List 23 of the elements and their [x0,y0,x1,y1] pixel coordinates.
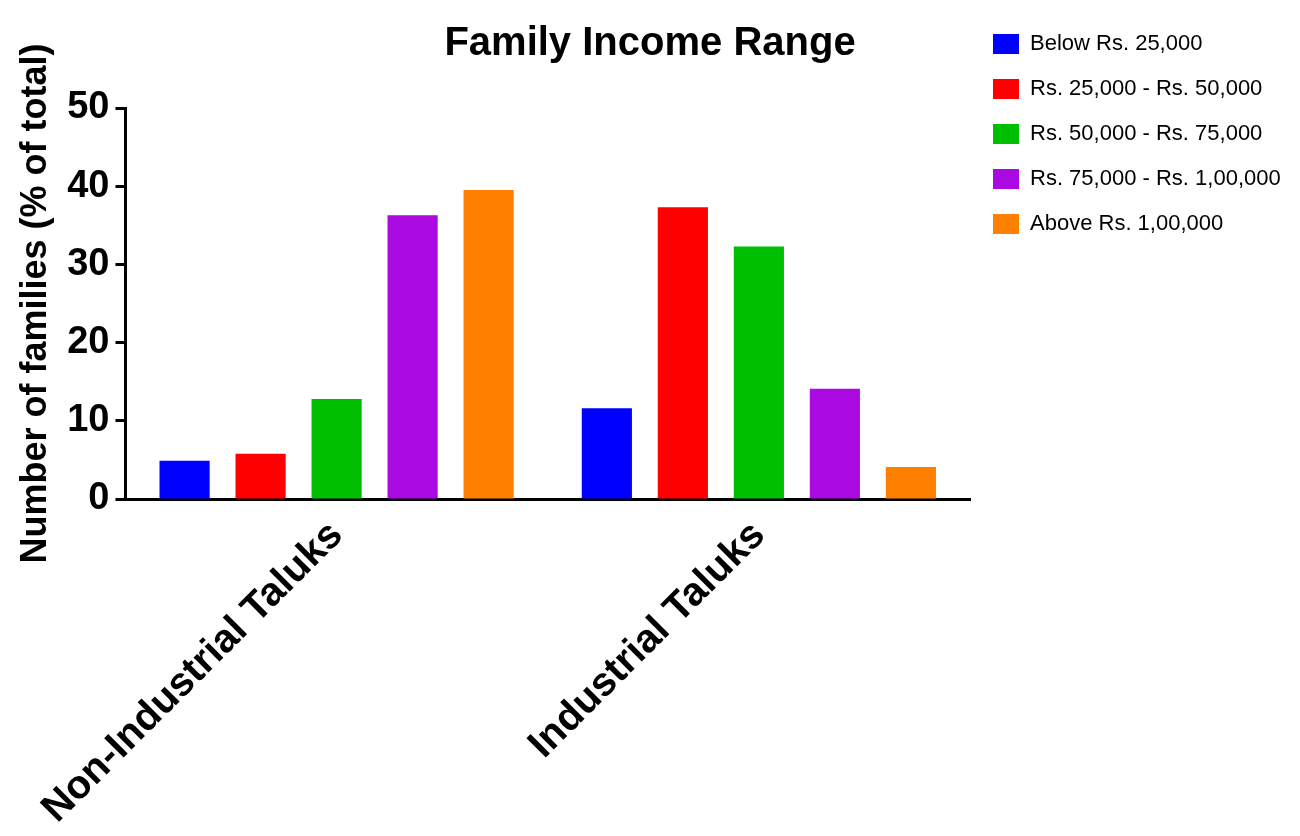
bar [387,215,438,499]
y-tick-label: 30 [67,240,110,283]
bar [311,398,362,499]
legend-label: Rs. 25,000 - Rs. 50,000 [1030,75,1263,101]
bar [657,207,708,499]
legend-label: Rs. 50,000 - Rs. 75,000 [1030,120,1263,146]
bar [733,246,784,499]
y-axis-title: Number of families (% of total) [12,43,54,564]
bar [235,453,286,499]
chart-title: Family Income Range [444,19,856,64]
bar [159,460,210,499]
bar [885,466,936,499]
bar [809,388,860,499]
bar [463,190,514,499]
y-tick-label: 40 [67,162,110,205]
legend-label: Rs. 75,000 - Rs. 1,00,000 [1030,165,1281,191]
y-tick-label: 0 [88,475,110,518]
bar [581,408,632,499]
y-tick-label: 10 [67,397,110,440]
y-tick-label: 50 [67,84,110,127]
y-tick-label: 20 [67,319,110,362]
legend-label: Below Rs. 25,000 [1030,30,1203,56]
legend-label: Above Rs. 1,00,000 [1030,210,1224,236]
